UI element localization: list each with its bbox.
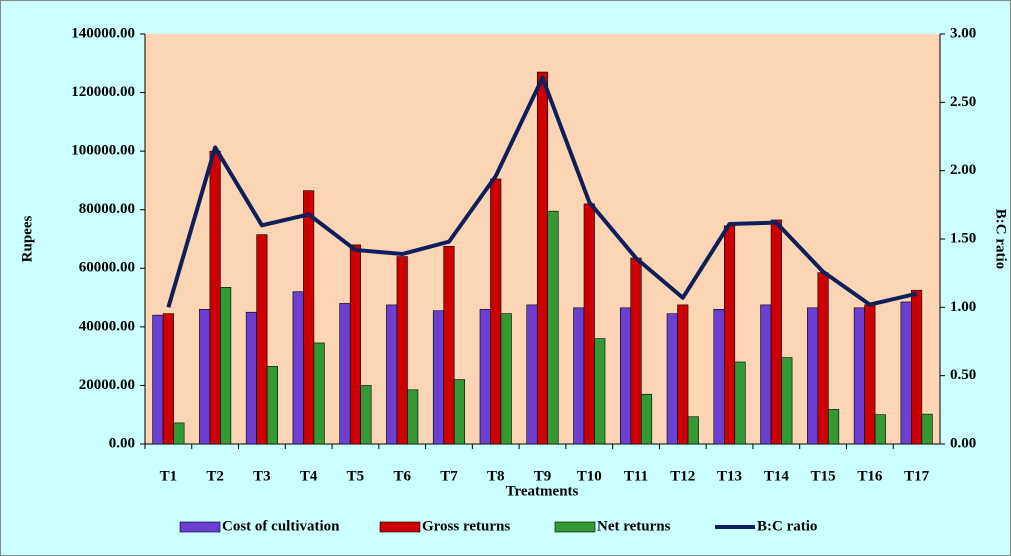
y2-tick-label: 3.00 xyxy=(950,25,976,41)
bar xyxy=(407,389,419,445)
x-tick-label: T1 xyxy=(160,468,178,484)
bar xyxy=(220,287,232,445)
x-tick-label: T16 xyxy=(857,468,883,484)
bar xyxy=(770,219,782,445)
x-tick-label: T17 xyxy=(904,468,930,484)
y-tick-label: 40000.00 xyxy=(79,318,135,334)
bar xyxy=(209,150,221,445)
bar xyxy=(921,413,933,445)
bar xyxy=(490,178,502,445)
legend-swatch xyxy=(179,521,221,533)
y-tick-label: 80000.00 xyxy=(79,201,135,217)
bar xyxy=(547,210,559,445)
bar xyxy=(911,289,923,445)
x-tick-label: T11 xyxy=(624,468,648,484)
bar xyxy=(256,234,268,445)
bar xyxy=(853,307,865,445)
bar xyxy=(396,256,408,445)
y2-tick-label: 0.00 xyxy=(950,435,976,451)
bar xyxy=(162,313,174,445)
bar xyxy=(677,304,689,445)
bar xyxy=(349,244,361,445)
x-tick-label: T8 xyxy=(487,468,505,484)
legend-swatch xyxy=(554,521,596,533)
bar xyxy=(900,301,912,445)
bar xyxy=(713,308,725,445)
x-tick-label: T15 xyxy=(811,468,836,484)
bar xyxy=(864,304,876,445)
x-tick-label: T10 xyxy=(577,468,602,484)
bar xyxy=(500,313,512,445)
y2-tick-label: 2.00 xyxy=(950,162,976,178)
bar xyxy=(152,314,164,445)
line xyxy=(166,75,918,308)
x-axis-label: Treatments xyxy=(506,483,579,499)
bar xyxy=(666,313,678,445)
bar xyxy=(760,304,772,445)
bar xyxy=(479,308,491,445)
bar xyxy=(266,366,278,445)
y-tick-label: 140000.00 xyxy=(71,25,135,41)
bar xyxy=(807,307,819,445)
y-tick-label: 120000.00 xyxy=(71,84,135,100)
bar xyxy=(292,291,304,445)
bar xyxy=(313,342,325,445)
x-tick-label: T5 xyxy=(347,468,365,484)
legend-label: Gross returns xyxy=(422,518,510,534)
bar xyxy=(453,379,466,445)
bar xyxy=(687,416,699,445)
bar xyxy=(526,304,538,445)
bar xyxy=(874,414,886,445)
bar xyxy=(173,422,185,445)
bar xyxy=(640,393,653,445)
bar xyxy=(432,310,445,445)
bar xyxy=(630,257,642,445)
y2-axis-label: B:C ratio xyxy=(993,209,1009,269)
legend-swatch xyxy=(379,521,421,533)
x-tick-label: T6 xyxy=(393,468,411,484)
bar xyxy=(828,409,840,445)
bar xyxy=(583,203,595,445)
y-tick-label: 20000.00 xyxy=(79,377,135,393)
y2-tick-label: 1.00 xyxy=(950,299,976,315)
x-tick-label: T4 xyxy=(300,468,318,484)
bar xyxy=(573,307,585,445)
bar xyxy=(619,307,632,445)
x-tick-label: T7 xyxy=(440,468,458,484)
bar xyxy=(734,361,746,445)
x-tick-label: T12 xyxy=(670,468,695,484)
legend-label: Net returns xyxy=(597,518,671,534)
bar xyxy=(245,311,257,445)
y2-tick-label: 0.50 xyxy=(950,367,976,383)
y2-tick-label: 1.50 xyxy=(950,230,976,246)
x-tick-label: T2 xyxy=(206,468,224,484)
bar xyxy=(594,338,606,445)
bar xyxy=(781,357,793,445)
bar xyxy=(443,246,455,445)
y-tick-label: 100000.00 xyxy=(71,143,135,159)
x-tick-label: T3 xyxy=(253,468,271,484)
bar xyxy=(386,304,398,445)
bar xyxy=(817,272,829,445)
bar xyxy=(199,308,211,445)
legend-label: Cost of cultivation xyxy=(222,518,340,534)
bar xyxy=(536,71,549,445)
bar xyxy=(303,190,315,445)
legend-label: B:C ratio xyxy=(757,518,817,534)
bar xyxy=(724,225,736,445)
x-tick-label: T13 xyxy=(717,468,742,484)
x-tick-label: T14 xyxy=(764,468,790,484)
y-tick-label: 60000.00 xyxy=(79,260,135,276)
y2-tick-label: 2.50 xyxy=(950,94,976,110)
bar xyxy=(339,303,351,445)
y-axis-label: Rupees xyxy=(19,216,35,263)
y-tick-label: 0.00 xyxy=(109,435,135,451)
bar xyxy=(360,385,372,445)
x-tick-label: T9 xyxy=(534,468,552,484)
